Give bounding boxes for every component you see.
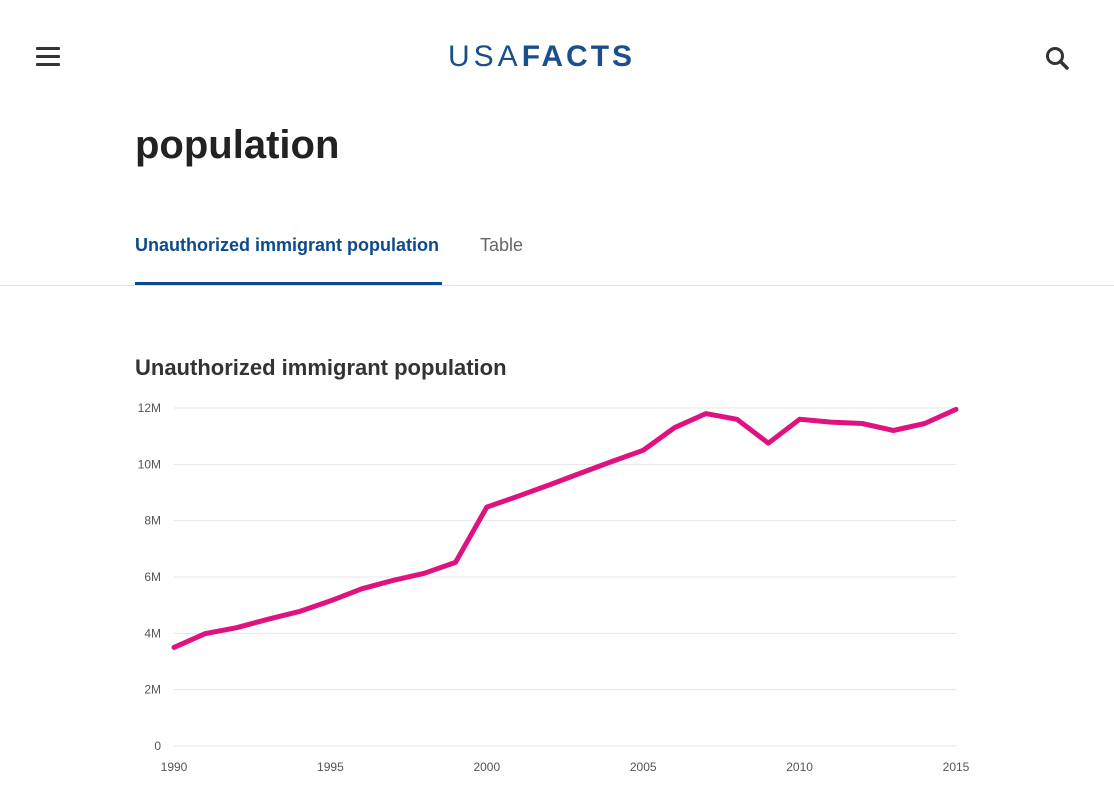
data-point[interactable] <box>672 425 677 430</box>
page-title-container: population <box>135 60 1035 180</box>
data-point[interactable] <box>203 631 208 636</box>
data-point[interactable] <box>422 571 427 576</box>
y-tick-label: 8M <box>144 514 161 528</box>
usafacts-logo[interactable]: USAFACTS <box>448 40 635 74</box>
chart-series <box>171 406 959 650</box>
data-point[interactable] <box>735 417 740 422</box>
data-point[interactable] <box>453 560 458 565</box>
data-point[interactable] <box>828 420 833 425</box>
chart-grid <box>174 407 956 747</box>
series-line[interactable] <box>171 406 959 650</box>
tab-chart[interactable]: Unauthorized immigrant population <box>135 235 439 255</box>
tab-table[interactable]: Table <box>480 235 524 255</box>
data-point[interactable] <box>578 471 583 476</box>
x-tick-label: 2015 <box>943 760 970 774</box>
data-point[interactable] <box>641 448 646 453</box>
line-chart: 0 2M 4M 6M 8M 10M 12M 1990 1995 2000 2005 2010 2015 <box>138 401 970 774</box>
data-point[interactable] <box>703 411 708 416</box>
data-point[interactable] <box>516 494 521 499</box>
data-point[interactable] <box>954 407 958 412</box>
data-point[interactable] <box>234 625 239 630</box>
data-point[interactable] <box>609 459 614 464</box>
data-point[interactable] <box>297 609 302 614</box>
y-tick-label: 4M <box>144 626 161 640</box>
logo-usa: USA <box>448 40 522 73</box>
data-point[interactable] <box>484 505 489 510</box>
data-point[interactable] <box>766 441 771 446</box>
data-point[interactable] <box>390 578 395 583</box>
data-point[interactable] <box>922 421 927 426</box>
tabs-divider <box>0 285 1114 286</box>
logo-facts: FACTS <box>521 40 636 73</box>
data-point[interactable] <box>265 617 270 622</box>
x-tick-label: 1995 <box>317 760 344 774</box>
site-header: USAFACTS <box>0 0 1114 110</box>
page-title-text: population <box>135 123 340 167</box>
search-icon[interactable] <box>1044 45 1070 71</box>
x-tick-label: 1990 <box>161 760 188 774</box>
data-point[interactable] <box>359 586 364 591</box>
data-point[interactable] <box>328 598 333 603</box>
y-tick-label: 2M <box>144 683 161 697</box>
x-axis-labels: 1990 1995 2000 2005 2010 2015 <box>161 760 970 774</box>
y-axis-labels: 0 2M 4M 6M 8M 10M 12M <box>138 401 162 753</box>
hamburger-menu-icon[interactable] <box>36 47 60 67</box>
x-tick-label: 2010 <box>786 760 813 774</box>
y-tick-label: 6M <box>144 570 161 584</box>
x-tick-label: 2000 <box>473 760 500 774</box>
active-tab-indicator <box>135 282 442 285</box>
data-point[interactable] <box>891 428 896 433</box>
data-point[interactable] <box>172 645 176 650</box>
data-point[interactable] <box>860 421 865 426</box>
x-tick-label: 2005 <box>630 760 657 774</box>
y-tick-label: 10M <box>138 457 161 471</box>
data-point[interactable] <box>797 417 802 422</box>
y-tick-label: 12M <box>138 401 161 415</box>
y-tick-label: 0 <box>154 739 161 753</box>
data-point[interactable] <box>547 482 552 487</box>
chart-title: Unauthorized immigrant population <box>135 355 507 380</box>
